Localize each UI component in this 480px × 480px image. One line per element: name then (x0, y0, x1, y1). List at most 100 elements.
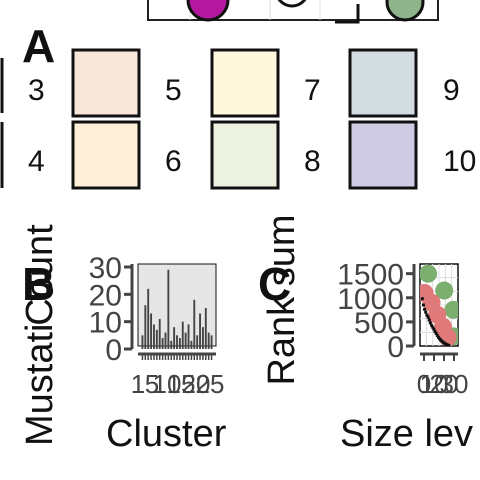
bar (193, 299, 196, 349)
scatter-point (432, 327, 436, 331)
background-blob (420, 264, 438, 283)
legend-item: 8 (304, 120, 418, 190)
scatter-point (427, 318, 431, 322)
legend-label: 3 (28, 74, 45, 107)
cropped-top-blob (277, 0, 307, 8)
cropped-top-blob (186, 0, 230, 22)
x-tick-label: 0 (417, 369, 431, 399)
y-tick-label: 10 (89, 307, 122, 340)
legend-label: 5 (165, 74, 182, 107)
x-tick-label: 10 (420, 369, 449, 399)
bar (167, 269, 170, 349)
bar (207, 332, 210, 349)
y-axis-label: Count (19, 224, 61, 326)
bar (164, 332, 167, 349)
bar (187, 324, 190, 349)
scatter-point (431, 325, 435, 329)
bar (173, 327, 176, 349)
scatter-point (421, 303, 425, 307)
cropped-top-panel (147, 0, 439, 24)
bar (158, 318, 161, 349)
bar (201, 327, 204, 349)
x-tick-label: 1 (131, 369, 145, 399)
scatter-inner (420, 264, 458, 346)
y-tick-label: 1000 (337, 283, 404, 316)
legend-item: 9 (443, 74, 460, 107)
scatter-point (426, 315, 430, 319)
y-tick-label: 500 (354, 307, 404, 340)
panel-letter-c: C (258, 258, 291, 310)
y-tick-label: 0 (387, 331, 404, 364)
panel-letter-a: A (22, 20, 55, 72)
legend-item: 4 (28, 120, 141, 190)
cropped-top-blob (385, 0, 425, 22)
bar (170, 340, 173, 349)
y-tick-label: 0 (105, 334, 122, 367)
legend-label: 4 (28, 145, 45, 178)
bar (161, 338, 164, 349)
x-axis-label: Cluster (106, 413, 227, 455)
cropped-top-bracket (335, 4, 360, 24)
legend-swatch (71, 120, 141, 190)
scatter-point (420, 297, 424, 301)
bar (155, 329, 158, 349)
legend-label: 8 (304, 145, 321, 178)
bar (190, 340, 193, 349)
bar (147, 288, 150, 349)
legend-item: 5 (165, 48, 280, 118)
legend-item: 7 (304, 48, 418, 118)
x-tick-label: 5 (145, 369, 159, 399)
bar (150, 313, 153, 349)
y-tick-label: 20 (89, 279, 122, 312)
panel-letter-b: B (22, 258, 55, 310)
x-axis-label: Size lev (340, 413, 473, 455)
y-tick-label: 1500 (337, 259, 404, 292)
bar (204, 308, 207, 349)
bar (196, 335, 199, 349)
bar (153, 324, 155, 349)
y-axis-label: Rank sum (261, 214, 303, 385)
legend-label: 6 (165, 145, 182, 178)
bar (178, 338, 181, 349)
y-tick-label: 30 (89, 252, 122, 285)
legend-item: 10 (443, 145, 476, 178)
scatter-point (424, 310, 428, 314)
scatter-point (434, 331, 438, 335)
legend-item: 3 (28, 48, 141, 118)
x-tick-label: 25 (196, 369, 225, 399)
legend-swatch (348, 48, 418, 118)
x-tick-label: 20 (182, 369, 211, 399)
y-axis-label-secondary: Mustati (19, 324, 61, 446)
x-tick-label: 30 (440, 369, 469, 399)
bar (141, 335, 144, 349)
background-blob (435, 281, 454, 300)
x-tick-label: 10 (153, 369, 182, 399)
bar (184, 332, 187, 349)
bar (144, 305, 147, 349)
bar (210, 335, 213, 349)
legend-swatch (210, 120, 280, 190)
scatter-point (447, 343, 451, 346)
scatter-point (423, 307, 427, 311)
x-tick-label: 15 (167, 369, 196, 399)
scatter-point (430, 323, 434, 327)
legend-item: 6 (165, 120, 280, 190)
bar (176, 335, 178, 349)
legend-label: 9 (443, 74, 460, 107)
scatter-point (425, 313, 429, 317)
legend-label: 10 (443, 145, 476, 178)
legend-items: 3 4 5 6 7 8 9 10 (28, 48, 476, 190)
background-blob (444, 300, 458, 319)
scatter-point (433, 330, 437, 334)
legend-swatch (71, 48, 141, 118)
bar (199, 313, 201, 349)
bar-panel-background (137, 263, 217, 347)
scatter-point (428, 321, 432, 325)
legend-label: 7 (304, 74, 321, 107)
scatter-point (435, 333, 439, 337)
